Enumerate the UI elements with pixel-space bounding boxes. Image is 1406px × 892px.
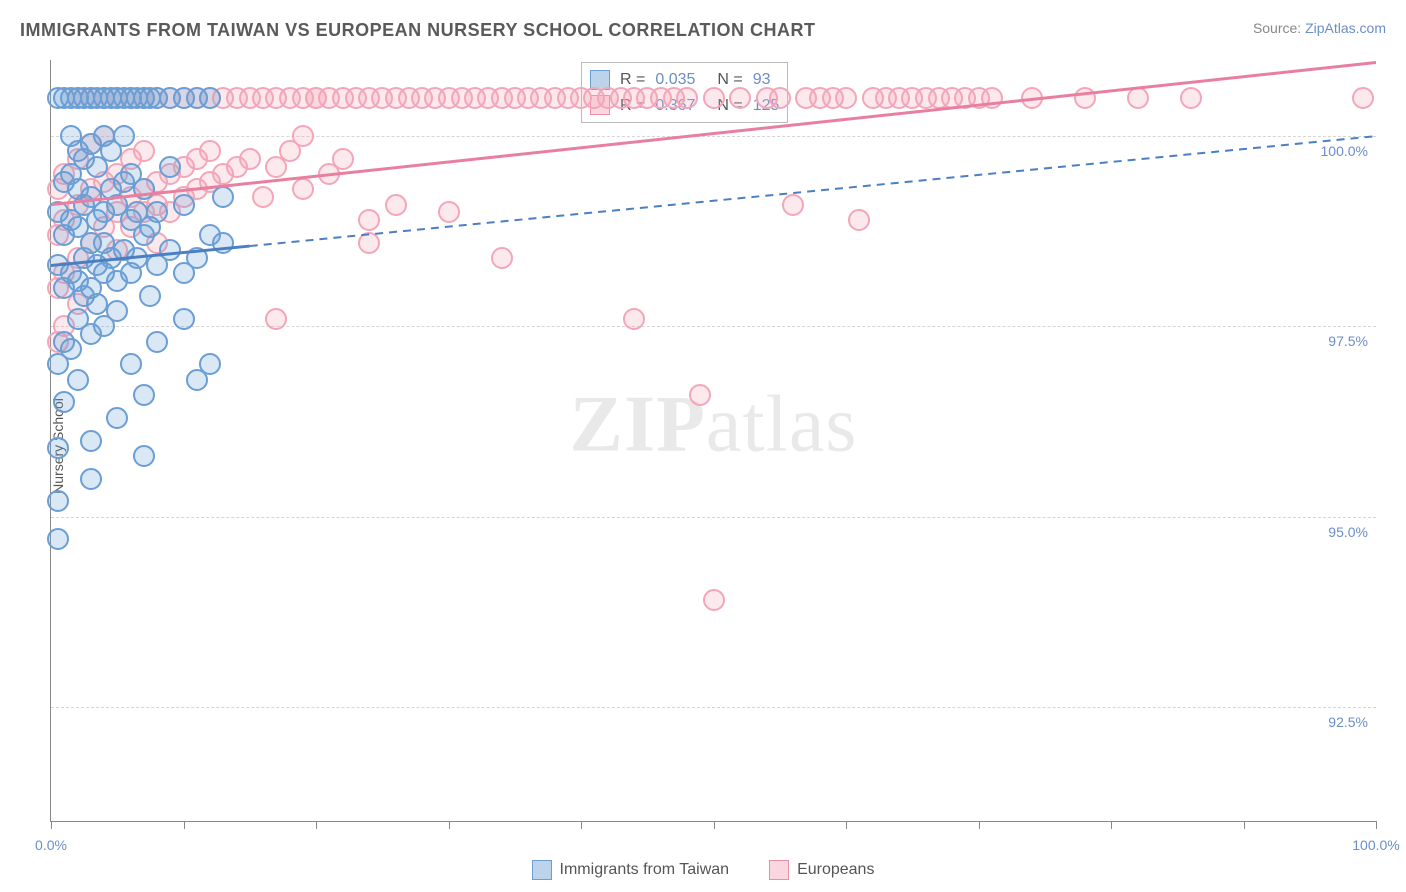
data-point — [358, 232, 380, 254]
data-point — [265, 308, 287, 330]
data-point — [139, 285, 161, 307]
gridline — [51, 136, 1376, 137]
data-point — [126, 247, 148, 269]
data-point — [848, 209, 870, 231]
x-tick-label: 0.0% — [35, 837, 67, 853]
y-tick-label: 97.5% — [1328, 333, 1368, 349]
data-point — [133, 140, 155, 162]
data-point — [252, 186, 274, 208]
x-tick — [581, 821, 582, 829]
source-label: Source: — [1253, 20, 1301, 36]
data-point — [1352, 87, 1374, 109]
data-point — [146, 331, 168, 353]
gridline — [51, 707, 1376, 708]
data-point — [835, 87, 857, 109]
series-legend: Immigrants from Taiwan Europeans — [0, 860, 1406, 880]
data-point — [676, 87, 698, 109]
legend-swatch-pink — [769, 860, 789, 880]
legend-label: Immigrants from Taiwan — [560, 861, 730, 879]
data-point — [212, 186, 234, 208]
chart-plot-area: ZIPatlas R =0.035N = 93R =0.367N =125 92… — [50, 60, 1376, 822]
data-point — [146, 201, 168, 223]
data-point — [729, 87, 751, 109]
data-point — [133, 178, 155, 200]
legend-item-europeans: Europeans — [769, 860, 874, 880]
data-point — [86, 293, 108, 315]
data-point — [689, 384, 711, 406]
x-tick — [1244, 821, 1245, 829]
data-point — [199, 140, 221, 162]
x-tick-label: 100.0% — [1352, 837, 1399, 853]
watermark-light: atlas — [706, 381, 858, 469]
data-point — [981, 87, 1003, 109]
data-point — [133, 445, 155, 467]
x-tick — [1111, 821, 1112, 829]
chart-title: IMMIGRANTS FROM TAIWAN VS EUROPEAN NURSE… — [20, 20, 816, 41]
data-point — [385, 194, 407, 216]
y-tick-label: 100.0% — [1321, 143, 1368, 159]
watermark: ZIPatlas — [570, 380, 858, 471]
data-point — [173, 308, 195, 330]
legend-label: Europeans — [797, 861, 874, 879]
data-point — [80, 430, 102, 452]
data-point — [703, 589, 725, 611]
x-tick — [184, 821, 185, 829]
data-point — [67, 369, 89, 391]
data-point — [106, 407, 128, 429]
data-point — [47, 528, 69, 550]
data-point — [1180, 87, 1202, 109]
data-point — [703, 87, 725, 109]
data-point — [159, 156, 181, 178]
x-tick — [1376, 821, 1377, 829]
legend-item-taiwan: Immigrants from Taiwan — [532, 860, 730, 880]
x-tick — [979, 821, 980, 829]
source-link[interactable]: ZipAtlas.com — [1305, 20, 1386, 36]
watermark-bold: ZIP — [570, 381, 706, 469]
data-point — [199, 87, 221, 109]
data-point — [120, 353, 142, 375]
source-attribution: Source: ZipAtlas.com — [1253, 20, 1386, 36]
y-tick-label: 95.0% — [1328, 524, 1368, 540]
y-tick-label: 92.5% — [1328, 714, 1368, 730]
data-point — [199, 353, 221, 375]
data-point — [292, 178, 314, 200]
x-tick — [51, 821, 52, 829]
data-point — [80, 468, 102, 490]
data-point — [1074, 87, 1096, 109]
data-point — [173, 194, 195, 216]
data-point — [186, 247, 208, 269]
data-point — [106, 300, 128, 322]
data-point — [1127, 87, 1149, 109]
gridline — [51, 517, 1376, 518]
data-point — [438, 201, 460, 223]
gridline — [51, 326, 1376, 327]
data-point — [292, 125, 314, 147]
data-point — [239, 148, 261, 170]
x-tick — [846, 821, 847, 829]
data-point — [358, 209, 380, 231]
data-point — [133, 384, 155, 406]
data-point — [53, 391, 75, 413]
data-point — [769, 87, 791, 109]
x-tick — [714, 821, 715, 829]
x-tick — [449, 821, 450, 829]
data-point — [623, 308, 645, 330]
data-point — [47, 490, 69, 512]
data-point — [60, 338, 82, 360]
data-point — [47, 437, 69, 459]
data-point — [1021, 87, 1043, 109]
legend-swatch-blue — [532, 860, 552, 880]
data-point — [332, 148, 354, 170]
data-point — [113, 125, 135, 147]
data-point — [159, 239, 181, 261]
data-point — [212, 232, 234, 254]
x-tick — [316, 821, 317, 829]
data-point — [782, 194, 804, 216]
data-point — [491, 247, 513, 269]
